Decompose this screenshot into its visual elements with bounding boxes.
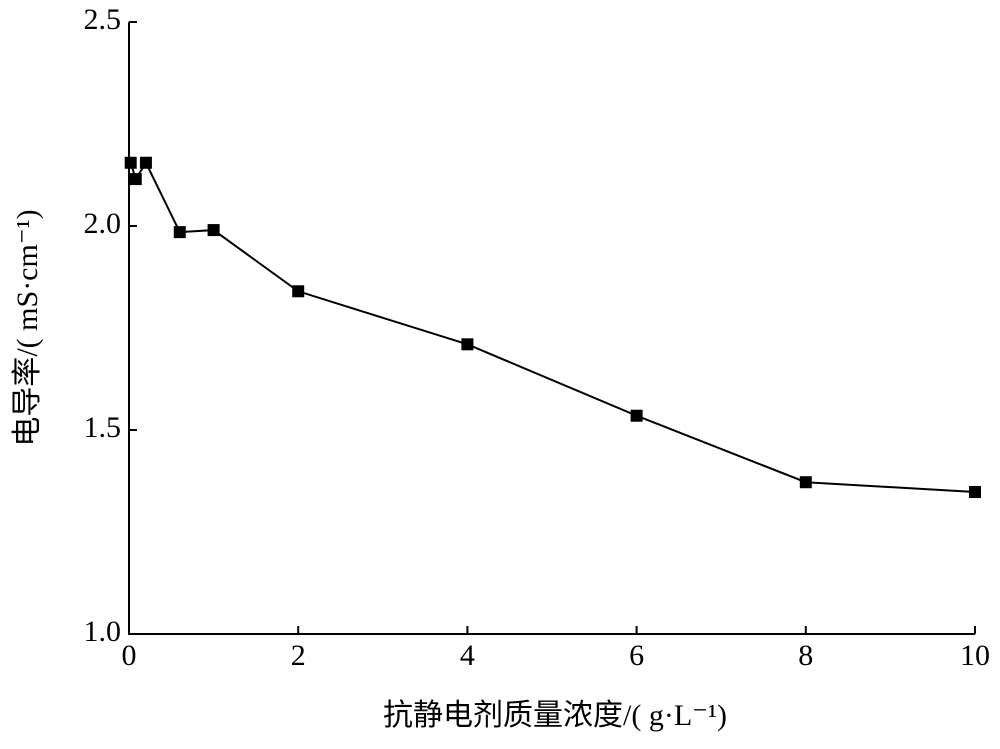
data-point [969, 486, 981, 499]
data-point [139, 156, 152, 169]
data-point [799, 476, 812, 489]
x-axis-label: 抗静电剂质量浓度/( g·L⁻¹) [383, 699, 727, 732]
data-point [173, 226, 186, 239]
y-axis-label: 电导率/( mS·cm⁻¹) [11, 209, 44, 446]
data-line [129, 160, 976, 494]
y-tick-label: 2.0 [84, 207, 122, 240]
data-point [124, 156, 137, 169]
data-point [292, 285, 305, 298]
axes [128, 22, 975, 635]
x-tick-label: 6 [629, 639, 644, 672]
y-tick-label: 2.5 [84, 3, 122, 36]
y-tick-label: 1.0 [84, 615, 122, 648]
x-tick-label: 0 [122, 639, 137, 672]
y-tick-label: 1.5 [84, 411, 122, 444]
x-tick-label: 10 [960, 639, 990, 672]
data-point [630, 409, 643, 422]
x-tick-label: 4 [460, 639, 475, 672]
data-point [129, 173, 142, 186]
data-point [207, 224, 220, 237]
x-tick-label: 8 [798, 639, 813, 672]
data-point [461, 338, 474, 351]
x-tick-label: 2 [291, 639, 306, 672]
